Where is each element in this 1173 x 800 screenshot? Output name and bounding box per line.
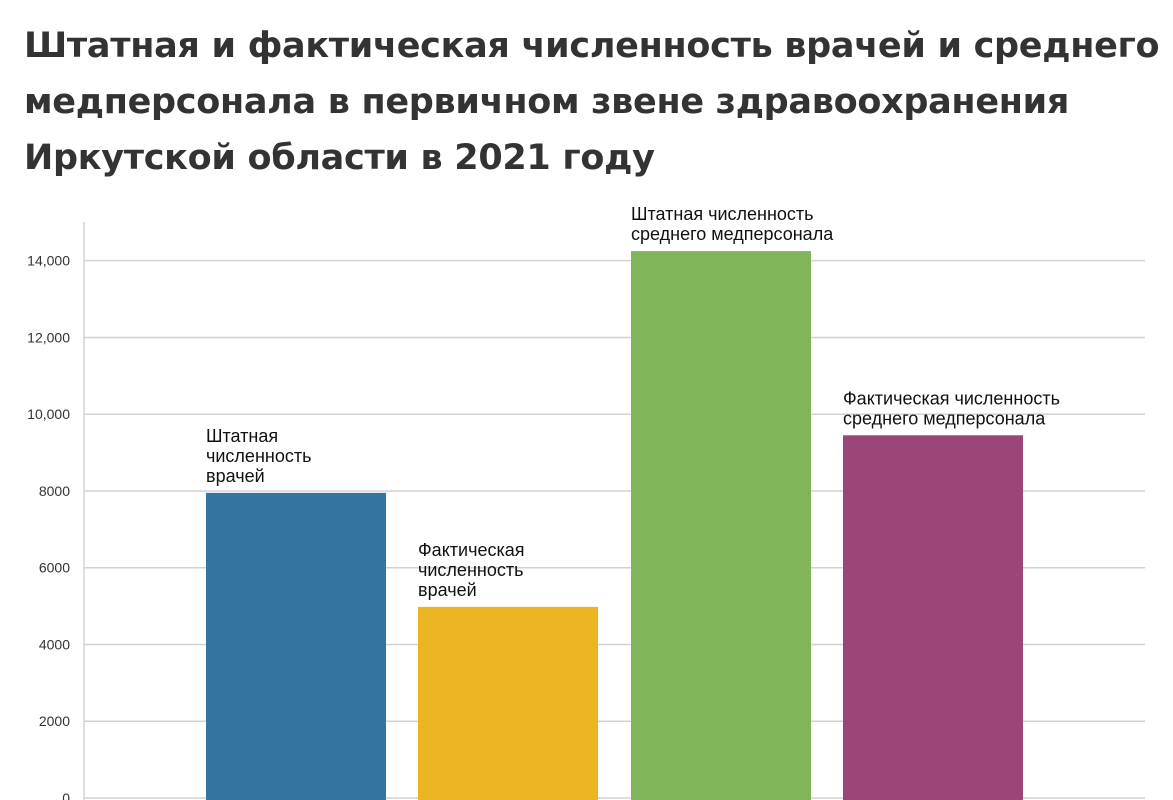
bar-label: Штатная численность среднего медперсонала xyxy=(631,204,834,244)
bars xyxy=(206,251,1023,800)
bar-label-line: Фактическая численность xyxy=(843,388,1060,408)
y-tick-label: 14,000 xyxy=(27,253,70,269)
chart-title: Штатная и фактическая численность врачей… xyxy=(24,18,1164,186)
bar xyxy=(206,492,386,800)
bar-label-line: Фактическая xyxy=(418,540,525,560)
bar-label-line: врачей xyxy=(418,580,477,600)
bar-label-line: врачей xyxy=(206,466,265,486)
y-axis: 0 2000 4000 6000 8000 10,000 12,000 14,000 xyxy=(27,222,85,800)
chart-title-line-2: медперсонала в первичном звене здравоохр… xyxy=(24,82,1070,122)
bar-label: Фактическая численность врачей xyxy=(418,540,525,600)
bar-label-line: среднего медперсонала xyxy=(631,224,834,244)
bar-label-line: среднего медперсонала xyxy=(843,408,1046,428)
bar-label-line: Штатная xyxy=(206,426,278,446)
chart-title-line-1: Штатная и фактическая численность врачей… xyxy=(24,26,1160,66)
chart-title-line-3: Иркутской области в 2021 году xyxy=(24,138,655,178)
bar xyxy=(843,435,1023,800)
bar xyxy=(418,606,598,800)
bar-label-line: численность xyxy=(418,560,523,580)
y-tick-label: 0 xyxy=(62,790,70,800)
bar-label: Фактическая численность среднего медперсо… xyxy=(843,388,1060,428)
bar xyxy=(631,251,811,800)
y-tick-label: 12,000 xyxy=(27,329,70,345)
bar-label: Штатная численность врачей xyxy=(206,426,311,486)
y-tick-label: 6000 xyxy=(39,560,70,576)
y-tick-label: 2000 xyxy=(39,713,70,729)
y-tick-label: 8000 xyxy=(39,483,70,499)
y-tick-label: 10,000 xyxy=(27,406,70,422)
bar-label-line: Штатная численность xyxy=(631,204,814,224)
y-tick-label: 4000 xyxy=(39,636,70,652)
bar-label-line: численность xyxy=(206,446,311,466)
